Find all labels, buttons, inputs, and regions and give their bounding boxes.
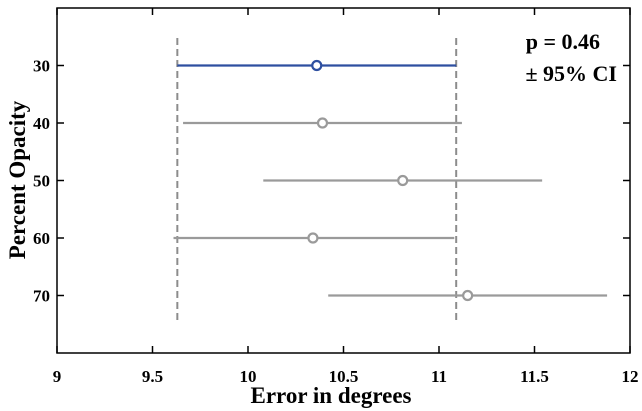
- annotation-p-value: p = 0.46: [526, 29, 600, 54]
- y-axis-label: Percent Opacity: [5, 100, 30, 259]
- mean-marker-70: [462, 289, 474, 302]
- y-tick-label: 50: [33, 172, 50, 191]
- x-axis-label: Error in degrees: [251, 383, 412, 408]
- mean-marker-40: [316, 117, 329, 129]
- x-axis-ticks: 9 9.5 10 10.5 11 11.5 12: [53, 8, 639, 386]
- annotation-ci: ± 95% CI: [525, 61, 617, 86]
- mean-marker-60: [307, 232, 319, 244]
- x-tick-label: 10.5: [329, 367, 359, 386]
- x-tick-label: 10: [240, 367, 257, 386]
- y-tick-label: 60: [33, 229, 50, 248]
- y-tick-label: 70: [33, 287, 50, 306]
- y-axis-ticks: 30 40 50 60 70: [33, 57, 630, 306]
- x-tick-label: 9.5: [142, 367, 163, 386]
- y-tick-label: 40: [33, 114, 50, 133]
- error-bars: [173, 59, 608, 302]
- mean-marker-30: [311, 59, 323, 72]
- reference-lines: [176, 38, 458, 323]
- x-tick-label: 12: [622, 367, 639, 386]
- mean-marker-50: [397, 174, 409, 187]
- y-tick-label: 30: [33, 57, 50, 76]
- x-tick-label: 11: [431, 367, 447, 386]
- x-tick-label: 9: [53, 367, 62, 386]
- x-tick-label: 11.5: [520, 367, 549, 386]
